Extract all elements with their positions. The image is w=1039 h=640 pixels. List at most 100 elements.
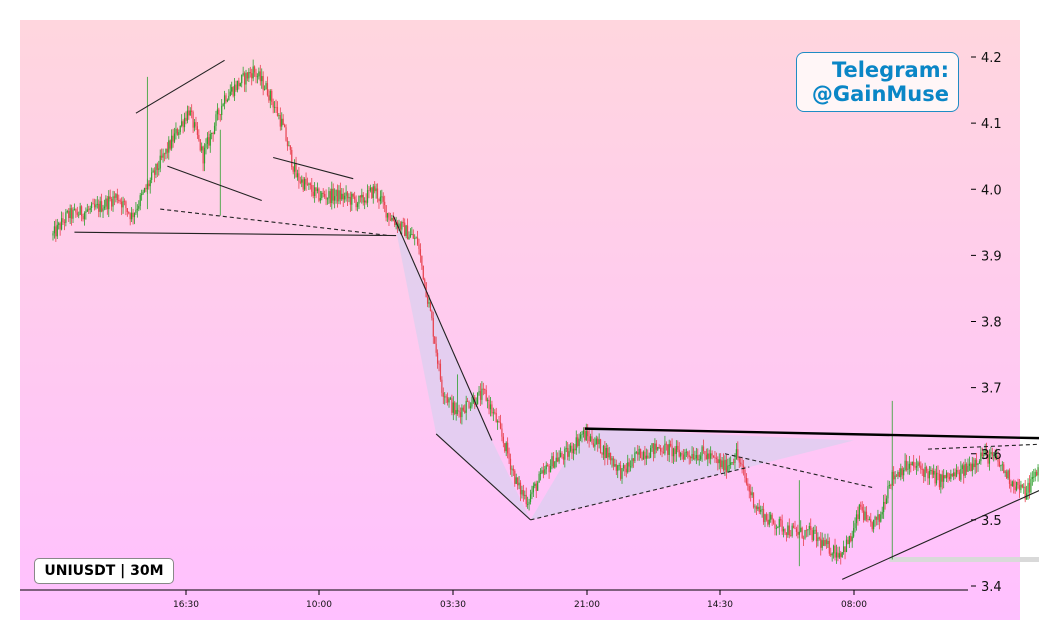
candle-body <box>469 406 472 408</box>
candle-body <box>525 494 527 505</box>
candle-body <box>89 208 91 210</box>
candle-body <box>86 209 88 212</box>
candle-body <box>745 478 747 484</box>
candle-body <box>567 447 569 457</box>
triangle-fill <box>530 428 854 520</box>
candle-body <box>702 446 705 451</box>
candle-body <box>96 203 98 205</box>
candle-body <box>478 391 480 393</box>
candle-body <box>961 465 963 470</box>
candle-body <box>116 194 118 201</box>
candle-body <box>865 511 868 520</box>
candle-body <box>985 449 988 452</box>
candle-body <box>208 137 210 146</box>
candle-body <box>76 212 78 215</box>
candle-body <box>780 519 782 521</box>
candle-body <box>670 443 672 446</box>
candle-body <box>511 468 513 470</box>
candle-body <box>940 474 942 488</box>
candle-body <box>375 188 377 192</box>
candle-body <box>1020 484 1022 491</box>
candle-body <box>415 237 417 239</box>
candle-body <box>259 71 261 82</box>
y-tick-label: 4.0 <box>981 183 1002 198</box>
candle-body <box>841 552 843 557</box>
candle-body <box>542 470 544 474</box>
candle-body <box>807 529 809 531</box>
candle-body <box>870 519 872 523</box>
candle-body <box>571 445 573 454</box>
candle-body <box>635 452 637 454</box>
candle-body <box>547 465 549 466</box>
candle-body <box>213 125 216 134</box>
candle-body <box>791 525 793 536</box>
candle-body <box>459 412 462 418</box>
candle-body <box>226 99 229 102</box>
candle-body <box>558 457 560 462</box>
candle-body <box>657 447 659 450</box>
candle-body <box>721 460 723 468</box>
candle-body <box>811 529 813 540</box>
candle-body <box>708 453 710 459</box>
candle-body <box>755 506 758 510</box>
candle-body <box>60 218 63 230</box>
candle-body <box>652 443 655 454</box>
candle-body <box>715 457 717 460</box>
candle-body <box>787 525 789 535</box>
candle-body <box>951 473 953 477</box>
candle-body <box>1021 484 1023 488</box>
candle-body <box>314 187 316 196</box>
candle-body <box>522 490 524 496</box>
candle-body <box>63 222 66 223</box>
candle-body <box>53 226 56 234</box>
candle-body <box>105 198 107 207</box>
candle-body <box>322 192 324 194</box>
candle-body <box>790 535 792 537</box>
candle-body <box>381 196 383 198</box>
candle-body <box>645 455 647 459</box>
candle-body <box>734 458 736 463</box>
triangle-2-mid-line <box>724 453 876 489</box>
candle-body <box>920 465 922 470</box>
candle-body <box>775 528 778 529</box>
candle-body <box>348 196 350 199</box>
candle-body <box>534 483 536 486</box>
candle-body <box>479 391 482 400</box>
candle-body <box>863 510 865 521</box>
candle-body <box>528 501 530 505</box>
candle-body <box>938 473 941 488</box>
candle-body <box>910 463 912 466</box>
candle-body <box>382 196 384 202</box>
candle-body <box>1023 486 1025 488</box>
plot-background <box>20 20 1020 620</box>
candle-body <box>179 125 181 133</box>
candle-body <box>565 447 567 449</box>
candle-body <box>737 449 739 458</box>
candle-body <box>981 452 983 457</box>
candle-body <box>634 452 636 461</box>
candle-body <box>311 185 313 192</box>
candle-body <box>875 516 878 520</box>
candle-body <box>185 117 187 121</box>
candle-body <box>924 466 926 478</box>
candle-body <box>720 459 722 468</box>
candle-body <box>539 473 542 474</box>
candle-body <box>627 462 629 473</box>
candle-body <box>717 459 719 464</box>
candle-body <box>139 195 141 207</box>
candle-body <box>292 167 294 172</box>
candle-body <box>163 153 166 155</box>
candle-body <box>887 486 889 499</box>
candle-body <box>346 192 349 199</box>
candle-body <box>925 466 928 472</box>
candle-body <box>894 475 896 480</box>
candle-body <box>239 83 241 87</box>
watermark-line-2: @GainMuse <box>811 82 949 106</box>
candle-body <box>1013 481 1015 487</box>
candle-body <box>504 443 506 452</box>
candle-body <box>115 194 117 198</box>
candle-body <box>795 528 798 532</box>
candle-body <box>266 83 269 96</box>
candle-body <box>256 76 259 78</box>
candle-body <box>941 474 943 482</box>
